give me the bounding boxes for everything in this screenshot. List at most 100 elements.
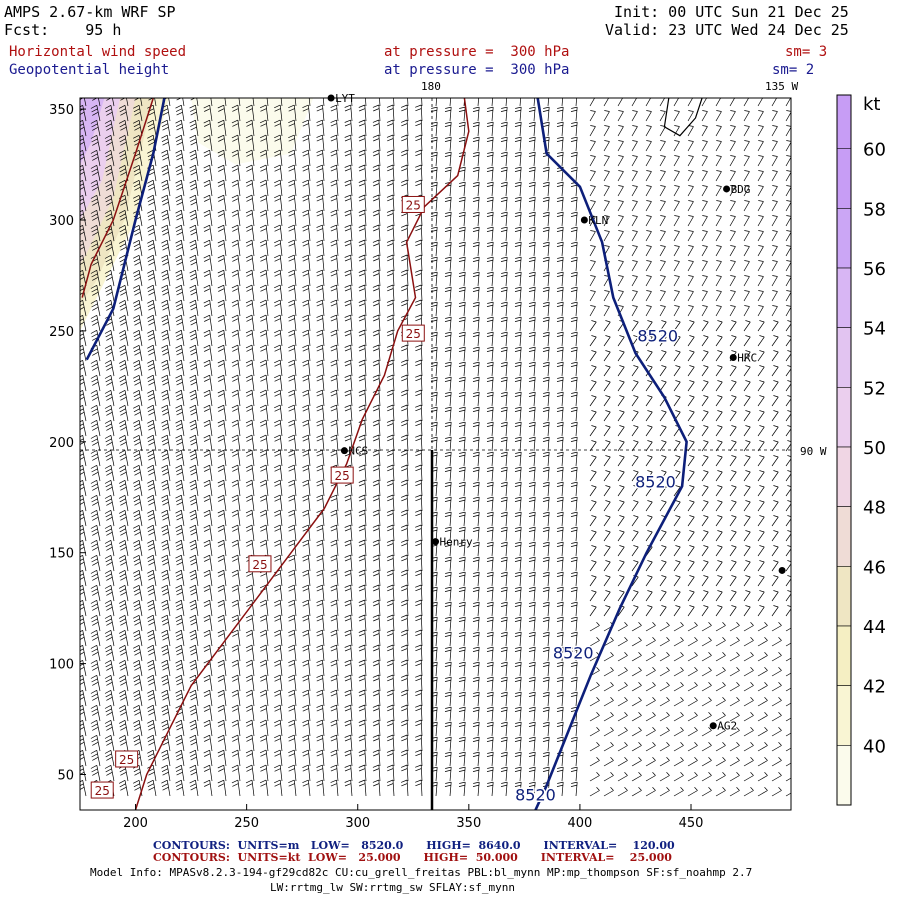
- wind-barb-1407: [500, 496, 508, 512]
- wind-barb-581: [358, 254, 367, 272]
- wind-barb-1561: [514, 541, 522, 557]
- wind-barb-772: [175, 314, 185, 332]
- forecast-hour: Fcst: 95 h: [4, 21, 122, 39]
- wind-barb-1507: [472, 526, 480, 542]
- wind-barb-551: [659, 245, 666, 257]
- wind-barb-1230: [161, 449, 171, 467]
- wind-barb-502: [687, 230, 694, 242]
- wind-barb-2030: [659, 682, 670, 692]
- wind-barb-1654: [386, 569, 395, 587]
- wind-barb-876: [203, 344, 213, 362]
- wind-barb-1262: [617, 455, 625, 467]
- wind-barb-578: [316, 254, 325, 272]
- wind-barb-2007: [330, 674, 339, 692]
- wind-barb-1350: [415, 479, 423, 497]
- wind-barb-1565: [570, 541, 578, 557]
- wind-barb-582: [372, 254, 381, 272]
- wind-barb-387: [500, 196, 508, 212]
- wind-barb-2395: [771, 787, 782, 797]
- wind-barb-1799: [274, 614, 283, 632]
- wind-barb-1277: [104, 464, 115, 482]
- wind-barb-574: [259, 254, 269, 272]
- wind-barb-1209: [589, 440, 597, 452]
- wind-barb-1438: [217, 509, 227, 527]
- wind-barb-1684: [90, 584, 101, 602]
- wind-barb-712: [771, 290, 778, 302]
- wind-barb-1501: [386, 524, 395, 542]
- wind-barb-1852: [302, 629, 311, 647]
- wind-barb-2176: [556, 721, 564, 737]
- wind-barb-2343: [757, 772, 768, 782]
- wind-barb-836: [358, 329, 367, 347]
- wind-barb-113: [231, 119, 241, 137]
- wind-barb-1054: [556, 391, 564, 407]
- wind-barb-1401: [415, 494, 423, 512]
- wind-barb-1489: [217, 524, 227, 542]
- wind-barb-2211: [330, 734, 339, 752]
- shade-40-band: [191, 98, 314, 165]
- wind-barb-965: [743, 365, 751, 377]
- wind-barb-1251: [458, 451, 466, 467]
- wind-barb-2080: [645, 697, 656, 707]
- wind-barb-1367: [659, 485, 667, 497]
- wind-barb-1225: [90, 449, 101, 467]
- wind-barb-782: [316, 314, 325, 332]
- wind-barb-119: [316, 119, 325, 137]
- wind-barb-1743: [203, 599, 213, 617]
- wind-barb-1889: [104, 644, 115, 662]
- wind-barb-1929: [673, 652, 684, 662]
- wind-barb-879: [245, 344, 255, 362]
- wind-barb-1585: [133, 554, 143, 572]
- wind-barb-34: [561, 98, 564, 107]
- wind-barb-189: [589, 140, 596, 152]
- wind-barb-293: [617, 170, 624, 182]
- wind-barb-508: [771, 230, 778, 242]
- wind-barb-2252: [189, 749, 199, 767]
- wind-barb-1745: [231, 599, 241, 617]
- wind-barb-371: [274, 194, 283, 212]
- wind-barb-197: [701, 140, 708, 152]
- wind-barb-450: [673, 215, 680, 227]
- wind-barb-724: [217, 299, 227, 317]
- wind-barb-1951: [259, 659, 269, 677]
- wind-barb-2135: [701, 712, 712, 722]
- wind-barb-2266: [386, 749, 395, 767]
- wind-barb-1296: [372, 464, 381, 482]
- wind-barb-1960: [386, 659, 395, 677]
- wind-barb-351: [715, 185, 722, 197]
- wind-barb-329: [400, 179, 409, 197]
- wind-barb-2028: [631, 682, 642, 692]
- wind-barb-717: [118, 299, 129, 317]
- wind-barb-2233: [645, 742, 656, 752]
- wind-barb-1104: [542, 406, 550, 422]
- wind-barb-2256: [245, 749, 255, 767]
- wind-barb-321: [288, 179, 297, 197]
- wind-barb-1227: [118, 449, 129, 467]
- wind-barb-1034: [274, 389, 283, 407]
- y-tick-label-0: 50: [57, 769, 74, 784]
- wind-barb-741: [458, 301, 466, 317]
- wind-barb-306: [80, 179, 87, 197]
- wind-barb-1336: [217, 479, 227, 497]
- wind-barb-505: [729, 230, 736, 242]
- wind-barb-1841: [147, 629, 157, 647]
- wind-barb-103: [90, 119, 101, 137]
- wind-barb-1471: [687, 515, 695, 527]
- wind-barb-1522: [687, 530, 695, 542]
- wind-barb-1661: [486, 571, 494, 587]
- wind-barb-510: [80, 239, 87, 257]
- wind-barb-692: [486, 286, 494, 302]
- wind-barb-1373: [743, 485, 751, 497]
- wind-barb-1721: [617, 590, 625, 602]
- wind-barb-220: [302, 149, 311, 167]
- wind-barb-144: [673, 125, 680, 137]
- wind-barb-1655: [400, 569, 409, 587]
- wind-barb-695: [528, 286, 536, 302]
- wind-barb-2259: [288, 749, 297, 767]
- wind-barb-1310: [570, 466, 578, 482]
- wind-barb-417: [203, 209, 213, 227]
- wind-barb-992: [400, 374, 409, 392]
- wind-barb-738: [415, 299, 423, 317]
- wind-barb-722: [189, 299, 199, 317]
